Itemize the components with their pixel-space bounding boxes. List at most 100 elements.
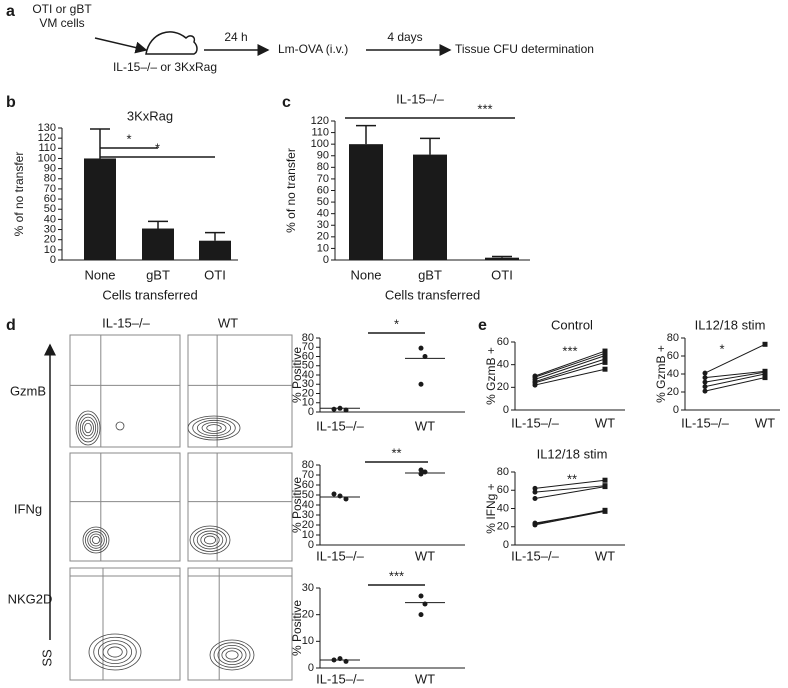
flow-plot (187, 452, 293, 562)
significance: * (155, 140, 160, 155)
y-tick-label: 30 (44, 223, 56, 235)
schematic-text: OTI or gBT (32, 2, 92, 16)
chart: Control % GzmB + 0 20 40 60 IL-15–/– WT *** (484, 317, 625, 430)
x-tick-label: gBT (146, 267, 170, 282)
y-tick-label: 100 (38, 152, 56, 164)
point (343, 407, 349, 413)
y-tick-label: 50 (44, 203, 56, 215)
contour (87, 531, 105, 549)
contour (200, 533, 220, 547)
y-tick-label: 60 (302, 479, 314, 491)
y-axis-label: % IFNg + (484, 483, 498, 533)
y-tick-label: 0 (503, 539, 509, 551)
y-tick-label: 60 (667, 350, 679, 362)
x-tick-label: IL-15–/– (511, 415, 559, 430)
y-tick-label: 0 (503, 404, 509, 416)
pair-line (534, 510, 606, 526)
y-axis-label: % Positive (290, 600, 304, 656)
point (331, 406, 337, 412)
y-tick-label: 90 (317, 150, 329, 162)
y-tick-label: 10 (317, 242, 329, 254)
point (602, 359, 608, 365)
y-tick-label: 80 (667, 332, 679, 344)
x-tick-label: IL-15–/– (316, 418, 364, 433)
contour (196, 419, 232, 437)
y-tick-label: 80 (302, 459, 314, 471)
bar (142, 228, 174, 260)
row-label: IFNg (14, 501, 42, 516)
y-tick-label: 80 (302, 332, 314, 344)
y-tick-label: 80 (317, 161, 329, 173)
y-tick-label: 30 (302, 378, 314, 390)
contour (91, 535, 101, 545)
pair-line (534, 350, 606, 377)
flow-plot (69, 334, 181, 448)
contour (84, 422, 92, 434)
y-tick-label: 80 (497, 466, 509, 478)
significance: ** (391, 445, 401, 460)
y-tick-label: 10 (44, 244, 56, 256)
pair-line (534, 479, 606, 489)
significance: * (394, 316, 399, 331)
contour (187, 415, 241, 441)
point (602, 348, 608, 354)
y-tick-label: 70 (302, 341, 314, 353)
y-tick-label: 20 (302, 609, 314, 621)
significance: *** (562, 343, 577, 358)
y-tick-label: 60 (317, 184, 329, 196)
flow-plot (69, 567, 181, 681)
point (418, 467, 424, 473)
y-tick-label: 130 (38, 122, 56, 134)
contour (77, 413, 99, 443)
pair-line (534, 368, 606, 386)
row-label: NKG2D (8, 591, 53, 606)
y-tick-label: 10 (302, 529, 314, 541)
y-tick-label: 40 (302, 499, 314, 511)
pair-line (704, 370, 766, 379)
x-tick-label: IL-15–/– (316, 548, 364, 563)
point (418, 612, 424, 618)
point (702, 379, 708, 385)
y-tick-label: 70 (302, 469, 314, 481)
arrow (94, 37, 148, 54)
pair-line (704, 371, 766, 383)
y-tick-label: 40 (44, 213, 56, 225)
significance: * (719, 341, 724, 356)
y-tick-label: 50 (302, 489, 314, 501)
point (762, 368, 768, 374)
x-tick-label: OTI (204, 267, 226, 282)
panel-label: b (6, 94, 16, 111)
point (602, 484, 608, 490)
point (418, 471, 424, 477)
point (532, 373, 538, 379)
y-tick-label: 60 (497, 484, 509, 496)
contour (192, 417, 236, 439)
contour (189, 525, 231, 555)
y-tick-label: 110 (311, 126, 329, 138)
point (762, 375, 768, 381)
point (418, 345, 424, 351)
pair-line (704, 377, 766, 392)
contour (79, 416, 97, 440)
chart-title: 3KxRag (127, 108, 173, 123)
y-tick-label: 100 (311, 138, 329, 150)
point (702, 370, 708, 376)
x-tick-label: WT (595, 548, 615, 563)
pair-line (534, 358, 606, 383)
contour (206, 424, 222, 432)
y-axis-label: % of no transfer (284, 148, 298, 233)
x-tick-label: OTI (491, 267, 513, 282)
mouse-icon (145, 31, 198, 55)
y-tick-label: 110 (38, 142, 56, 154)
chart: 3KxRag % of no transfer Cells transferred 0… (12, 108, 238, 302)
y-tick-label: 20 (317, 231, 329, 243)
x-axis-label: Cells transferred (385, 287, 480, 302)
y-tick-label: 0 (673, 404, 679, 416)
column-label: WT (218, 315, 238, 330)
x-tick-label: None (84, 267, 115, 282)
bar (413, 154, 447, 260)
significance: *** (477, 101, 492, 116)
contour (97, 640, 133, 664)
